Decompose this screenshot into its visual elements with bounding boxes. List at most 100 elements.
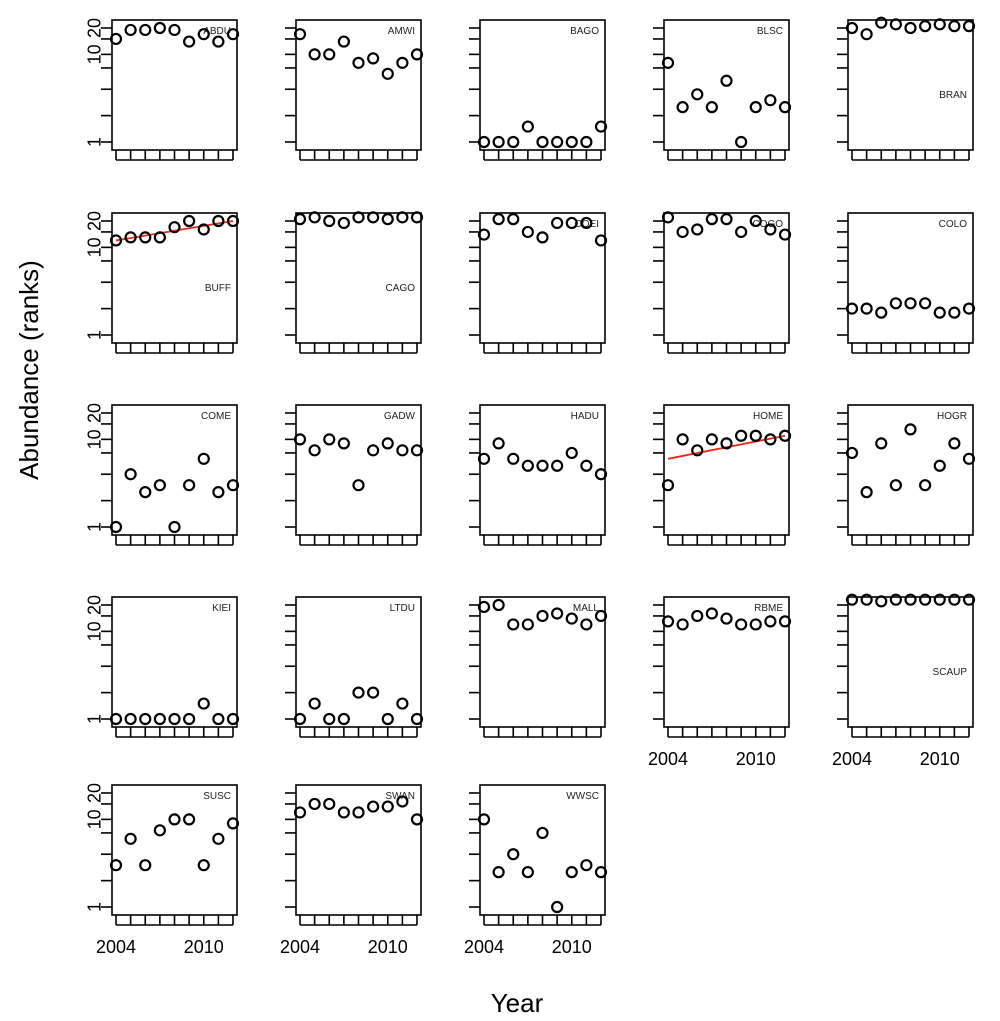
data-point [367,52,380,65]
x-tick-label: 2010 [552,937,592,957]
data-point [536,459,549,472]
data-point [323,797,336,811]
data-point [367,211,380,224]
data-point [845,21,859,35]
x-tick-label: 2004 [96,937,136,957]
panel-label: BLSC [757,26,783,37]
data-point [352,211,365,224]
data-point [109,234,123,247]
data-point [109,859,123,872]
y-tick-label: 10 [84,237,104,257]
data-point [308,444,321,457]
data-point [948,593,961,606]
data-point [521,120,534,133]
panel-frame [479,596,606,728]
data-point [308,797,321,811]
data-point [197,697,210,710]
data-point [109,520,123,534]
data-point [507,213,520,226]
data-point [691,223,704,236]
data-point [381,437,394,450]
data-point [875,16,888,29]
data-point [948,20,961,33]
data-point [226,817,240,830]
y-tick-label: 20 [84,783,104,803]
panel-scaup: SCAUP 2004 2010 [832,593,976,769]
panel-hogr: HOGR [837,404,976,546]
data-point [168,520,181,534]
data-point [860,28,873,41]
data-point [904,297,917,310]
panel-frame [847,596,974,728]
data-point [764,223,777,236]
data-point [226,479,240,492]
y-tick-label: 1 [84,137,104,147]
y-tick-label: 20 [84,403,104,423]
data-point [293,433,307,446]
data-point [778,101,792,114]
data-point [168,813,181,826]
x-tick-label: 2010 [368,937,408,957]
panel-ltdu: LTDU [285,596,424,738]
panel-label: HOME [753,411,783,422]
data-point [337,216,350,230]
data-point [183,479,196,492]
data-point [778,228,792,241]
data-point [226,28,240,41]
data-point [594,468,608,481]
data-point [551,216,564,230]
data-point [875,437,888,450]
y-tick-label: 1 [84,714,104,724]
data-point [367,444,380,457]
panel-label: COLO [939,219,968,230]
data-point [764,615,777,628]
data-point [477,600,491,614]
panel-frame [479,19,606,151]
data-point [764,94,777,107]
data-point [565,135,578,149]
data-point [197,452,210,465]
data-point [933,459,946,472]
panel-rbme: RBME 2004 2010 [648,596,792,769]
panel-label: HOGR [937,411,967,422]
data-point [226,214,240,228]
data-point [293,806,307,819]
data-point [845,446,859,460]
panel-frame [111,19,238,151]
panel-kiei: KIEI 1 10 20 [84,595,240,738]
data-point [661,479,675,492]
panel-colo: COLO [837,212,976,354]
data-point [521,618,534,631]
data-point [720,612,733,625]
panel-label: GADW [384,411,416,422]
data-point [889,18,902,31]
x-tick-label: 2010 [736,749,776,769]
panel-label: AMWI [388,26,415,37]
data-point [153,21,166,35]
data-point [396,444,409,457]
data-point [904,593,917,606]
data-point [705,213,718,226]
data-point [551,607,564,620]
panel-label: RBME [754,603,783,614]
panel-label: KIEI [212,603,231,614]
data-point [962,452,976,465]
data-point [337,712,350,726]
data-point [551,459,564,472]
data-point [551,135,564,149]
x-tick-label: 2010 [184,937,224,957]
data-point [109,32,123,46]
data-point [860,593,873,606]
data-point [962,20,976,33]
data-point [352,806,365,819]
data-point [477,452,491,465]
data-point [691,88,704,101]
data-point [352,479,365,492]
data-point [860,486,873,499]
y-tick-label: 1 [84,902,104,912]
data-point [845,302,859,315]
data-point [594,120,608,133]
data-point [381,800,394,813]
data-point [735,135,748,149]
